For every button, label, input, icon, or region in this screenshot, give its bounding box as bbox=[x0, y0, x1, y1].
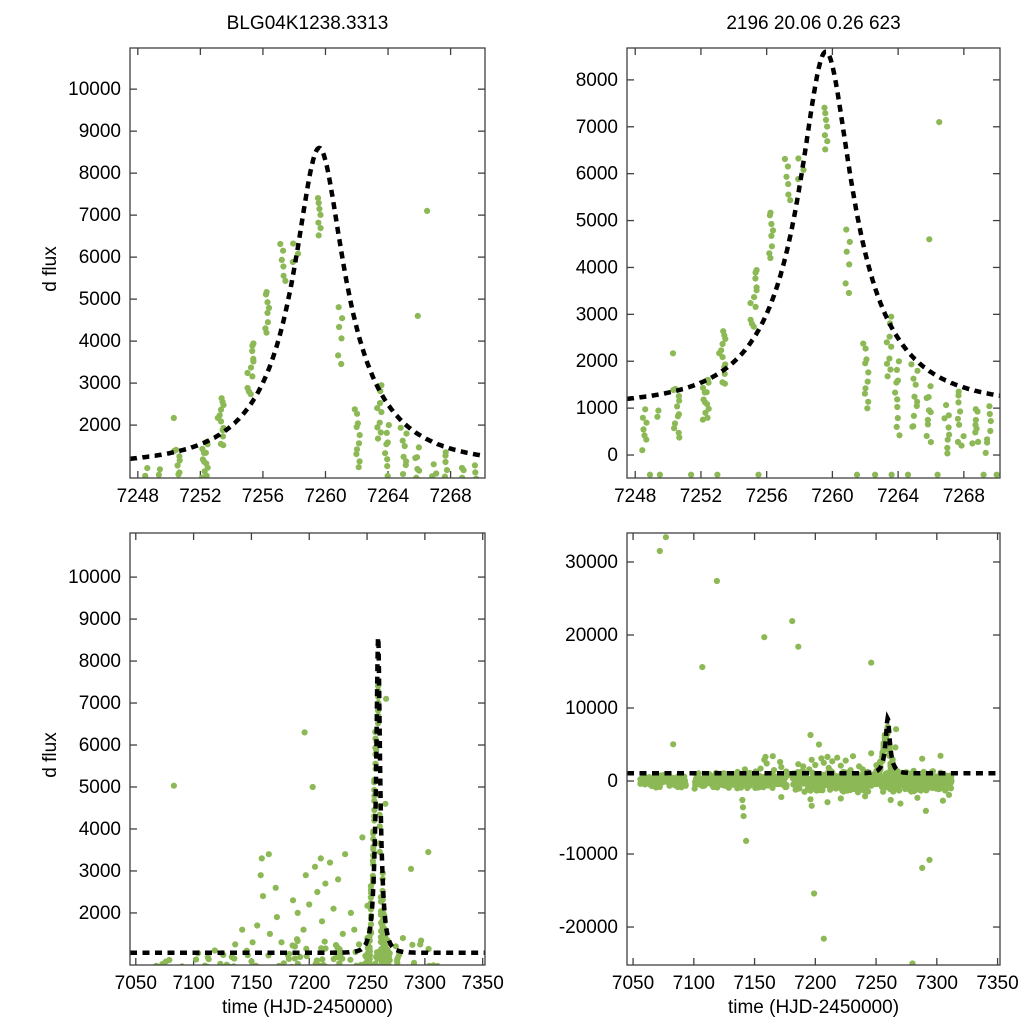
x-tick-label: 7248 bbox=[117, 486, 159, 507]
axis-ticks bbox=[627, 48, 1000, 478]
axis-ticks bbox=[130, 533, 485, 965]
y-tick-label: 1000 bbox=[576, 398, 618, 419]
x-tick-label: 7150 bbox=[230, 973, 272, 994]
y-tick-label: 4000 bbox=[576, 257, 618, 278]
y-tick-label: 4000 bbox=[79, 331, 121, 352]
y-tick-label: 9000 bbox=[79, 121, 121, 142]
panel-bottom-right: 7050 7100 7150 7200 7250 7300 7350 -20000 -10000… bbox=[559, 532, 1019, 994]
panel-title-right: 2196 20.06 0.26 623 bbox=[726, 13, 900, 34]
x-tick-label: 7248 bbox=[614, 486, 656, 507]
x-tick-label: 7200 bbox=[794, 973, 836, 994]
x-tick-label: 7350 bbox=[976, 973, 1018, 994]
y-tick-label: 2000 bbox=[79, 415, 121, 436]
y-tick-label: 7000 bbox=[576, 117, 618, 138]
y-tick-label: 10000 bbox=[68, 79, 121, 100]
scatter-points bbox=[639, 104, 1000, 478]
y-tick-label: 5000 bbox=[576, 211, 618, 232]
y-tick-label: 6000 bbox=[576, 164, 618, 185]
y-tick-label: 3000 bbox=[576, 304, 618, 325]
y-tick-label: 10000 bbox=[68, 567, 121, 588]
y-tick-label: 7000 bbox=[79, 205, 121, 226]
panels-group: 7248 7252 7256 7260 7264 7268 2000 3000 4000 5000… bbox=[68, 47, 1019, 994]
model-curve bbox=[130, 637, 485, 956]
y-tick-label: 5000 bbox=[79, 777, 121, 798]
plot-frame bbox=[626, 47, 1001, 479]
y-tick-label: 7000 bbox=[79, 693, 121, 714]
y-tick-label: 2000 bbox=[79, 903, 121, 924]
plot-frame bbox=[129, 47, 486, 479]
scatter-points bbox=[637, 534, 955, 965]
x-tick-label: 7300 bbox=[404, 973, 446, 994]
y-tick-label: 30000 bbox=[565, 552, 618, 573]
x-tick-label: 7050 bbox=[115, 973, 157, 994]
x-tick-label: 7268 bbox=[429, 486, 471, 507]
y-tick-label: 3000 bbox=[79, 373, 121, 394]
x-tick-label: 7260 bbox=[811, 486, 853, 507]
x-tick-label: 7350 bbox=[462, 973, 504, 994]
y-tick-label: 10000 bbox=[565, 698, 618, 719]
x-tick-label: 7260 bbox=[304, 486, 346, 507]
y-tick-label: 3000 bbox=[79, 861, 121, 882]
y-tick-label: 8000 bbox=[576, 70, 618, 91]
x-tick-label: 7256 bbox=[242, 486, 284, 507]
axis-ticks bbox=[627, 533, 1000, 965]
axis-ticks bbox=[130, 48, 485, 478]
model-curve bbox=[130, 145, 485, 462]
x-tick-label: 7250 bbox=[346, 973, 388, 994]
x-tick-label: 7200 bbox=[288, 973, 330, 994]
x-tick-label: 7268 bbox=[943, 486, 985, 507]
y-tick-label: 4000 bbox=[79, 819, 121, 840]
x-tick-label: 7100 bbox=[172, 973, 214, 994]
plot-frame bbox=[626, 532, 1001, 966]
y-tick-label: 6000 bbox=[79, 247, 121, 268]
y-tick-label: 8000 bbox=[79, 651, 121, 672]
x-tick-label: 7050 bbox=[612, 973, 654, 994]
y-tick-label: 2000 bbox=[576, 351, 618, 372]
y-tick-label: 6000 bbox=[79, 735, 121, 756]
x-tick-label: 7252 bbox=[179, 486, 221, 507]
y-tick-label: -10000 bbox=[559, 844, 618, 865]
x-tick-label: 7264 bbox=[877, 486, 920, 507]
y-axis-label-bottom: d flux bbox=[40, 732, 61, 778]
x-tick-label: 7252 bbox=[680, 486, 722, 507]
y-tick-label: -20000 bbox=[559, 917, 618, 938]
x-tick-label: 7100 bbox=[673, 973, 715, 994]
x-axis-label-left: time (HJD-2450000) bbox=[222, 997, 393, 1018]
model-curve bbox=[627, 49, 1000, 402]
y-tick-label: 0 bbox=[607, 445, 618, 466]
y-axis-label-top: d flux bbox=[40, 246, 61, 292]
y-tick-label: 0 bbox=[607, 771, 618, 792]
scatter-points bbox=[142, 195, 480, 478]
x-tick-label: 7256 bbox=[746, 486, 788, 507]
y-tick-label: 8000 bbox=[79, 163, 121, 184]
y-tick-label: 9000 bbox=[79, 609, 121, 630]
scatter-points bbox=[153, 682, 441, 965]
x-tick-label: 7300 bbox=[916, 973, 958, 994]
panel-top-right: 7248 7252 7256 7260 7264 7268 0 1000 2000 3000 400… bbox=[576, 47, 1001, 507]
x-tick-label: 7264 bbox=[367, 486, 410, 507]
y-tick-label: 20000 bbox=[565, 625, 618, 646]
y-tick-label: 5000 bbox=[79, 289, 121, 310]
plot-frame bbox=[129, 532, 486, 966]
x-tick-label: 7250 bbox=[855, 973, 897, 994]
panel-bottom-left: 7050 7100 7150 7200 7250 7300 7350 2000 3000 4000… bbox=[68, 532, 504, 994]
panel-top-left: 7248 7252 7256 7260 7264 7268 2000 3000 4000 5000… bbox=[68, 47, 486, 507]
x-tick-label: 7150 bbox=[733, 973, 775, 994]
panel-title-left: BLG04K1238.3313 bbox=[227, 13, 389, 34]
x-axis-label-right: time (HJD-2450000) bbox=[728, 997, 899, 1018]
